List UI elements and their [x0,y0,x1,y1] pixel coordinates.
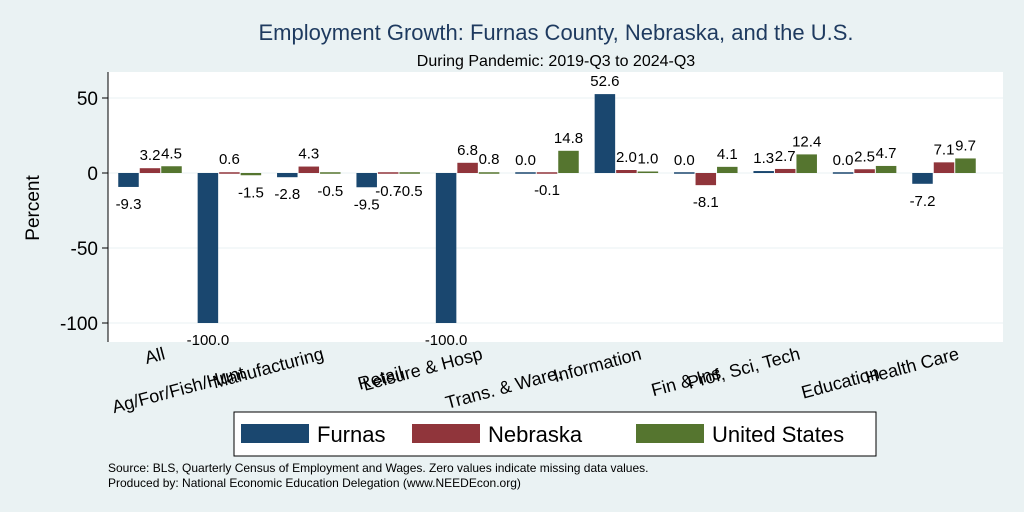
data-label: 4.5 [161,145,182,162]
data-label: 2.7 [775,148,796,165]
data-label: 9.7 [955,137,976,154]
data-label: 1.3 [753,150,774,167]
bar [717,166,738,173]
bar [753,171,774,173]
bar [320,172,341,174]
bar [796,154,817,173]
data-label: 4.7 [876,145,897,162]
bar [139,168,161,173]
x-tick-label: Trans. & Ware. [443,363,564,413]
y-tick-label: -100 [60,314,98,335]
bar [616,170,637,173]
data-label: -8.1 [693,194,719,211]
bar [933,162,955,173]
legend-label: Nebraska [488,422,583,447]
y-tick-label: 50 [77,89,98,110]
data-label: 14.8 [554,130,583,147]
bar [695,173,717,186]
bar [674,172,695,174]
bar [377,172,399,174]
data-label: 4.1 [717,146,738,163]
legend-swatch [412,424,480,443]
y-axis: 50 0 -50 -100 [60,72,109,342]
data-labels: -9.3 -100.0 -2.8 -9.5 -100.0 0.0 52.6 0.0 1.3 0.0… [116,73,976,349]
data-label: 0.8 [479,151,500,168]
producer-note: Produced by: National Economic Education… [108,476,521,490]
bar [912,173,933,184]
y-tick-label: 0 [87,164,98,185]
bar [356,173,377,188]
data-label: 2.0 [616,149,637,166]
bar [399,172,420,174]
x-tick-label: Health Care [863,344,961,388]
bar [219,172,240,174]
bar [955,158,976,173]
bar [875,165,897,173]
bar [515,172,536,174]
data-label: 52.6 [590,73,619,90]
bar [277,173,298,178]
data-label: -100.0 [425,332,468,349]
data-label: -0.7 [375,183,401,200]
data-label: -1.5 [238,184,264,201]
legend-box [233,411,877,457]
bar [854,169,875,173]
data-label: -7.2 [910,193,936,210]
data-label: 7.1 [934,141,955,158]
data-label: 2.5 [854,148,875,165]
data-label: 0.0 [833,152,854,169]
data-label: -9.3 [116,196,142,213]
chart-title: Employment Growth: Furnas County, Nebras… [258,20,853,45]
y-axis-title: Percent [23,175,44,241]
data-label: 12.4 [792,133,821,150]
x-tick-label: All [143,344,168,368]
bar [240,173,262,176]
bar [637,171,659,173]
x-tick-label: Prof, Sci, Tech [685,344,802,393]
bar [594,94,616,173]
source-note: Source: BLS, Quarterly Census of Employm… [108,461,648,475]
data-label: -0.5 [317,183,343,200]
legend-label: Furnas [317,422,385,447]
bar [118,173,139,187]
data-label: 6.8 [457,142,478,159]
legend: Furnas Nebraska United States [233,411,877,457]
bar [558,150,579,173]
data-label: -2.8 [274,186,300,203]
data-label: -100.0 [187,332,230,349]
data-label: 0.0 [674,152,695,169]
data-label: 0.0 [515,152,536,169]
legend-swatch [241,424,309,443]
data-label: 3.2 [140,147,161,164]
bar [536,172,558,174]
bar [832,172,854,174]
chart-subtitle: During Pandemic: 2019-Q3 to 2024-Q3 [417,53,695,70]
legend-swatch [636,424,704,443]
bar [774,168,796,173]
data-label: 1.0 [637,151,658,168]
x-tick-label: Information [551,344,643,387]
bar [197,173,219,323]
bar [478,172,500,174]
data-label: 4.3 [298,146,319,163]
data-label: -0.5 [397,183,423,200]
plot-area [108,72,1003,342]
data-label: -9.5 [354,196,380,213]
bar [298,166,320,173]
x-tick-label: Manufacturing [210,344,325,393]
bar [435,173,457,323]
bars [118,94,976,323]
y-tick-label: -50 [71,239,98,260]
legend-label: United States [712,422,844,447]
bar [161,166,182,173]
data-label: -0.1 [534,182,560,199]
data-label: 0.6 [219,151,240,168]
bar [457,162,478,173]
